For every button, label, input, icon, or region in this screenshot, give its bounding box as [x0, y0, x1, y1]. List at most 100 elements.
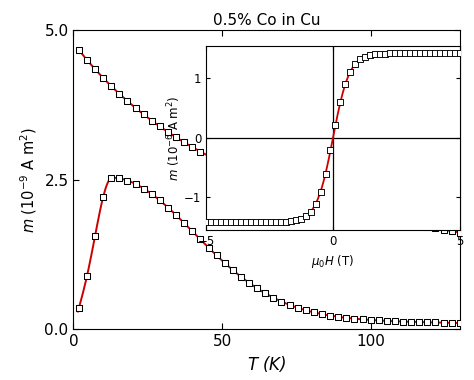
Point: [83, 57, 91, 63]
Point: [253, 285, 261, 291]
X-axis label: $\mu_0 H$ (T): $\mu_0 H$ (T): [311, 253, 355, 270]
Point: [432, 225, 439, 231]
Point: [334, 314, 342, 320]
Point: [407, 220, 415, 226]
Point: [411, 50, 419, 56]
Point: [421, 50, 429, 56]
Title: 0.5% Co in Cu: 0.5% Co in Cu: [213, 13, 320, 28]
Point: [343, 205, 350, 211]
Point: [359, 209, 366, 215]
Point: [207, 219, 215, 225]
Point: [302, 307, 310, 313]
Point: [164, 129, 172, 135]
Point: [302, 213, 310, 219]
Point: [441, 50, 449, 56]
Point: [346, 68, 354, 74]
Point: [270, 182, 277, 188]
Point: [322, 171, 329, 177]
Point: [294, 190, 301, 196]
Point: [334, 203, 342, 209]
Point: [252, 219, 260, 225]
Point: [382, 51, 389, 57]
Point: [232, 219, 240, 225]
Point: [343, 315, 350, 321]
Point: [351, 316, 358, 322]
Point: [286, 302, 293, 308]
Point: [222, 219, 230, 225]
Point: [312, 201, 319, 207]
Point: [383, 318, 391, 324]
Point: [100, 75, 107, 81]
Point: [156, 124, 164, 130]
Point: [426, 50, 434, 56]
Point: [212, 219, 220, 225]
Point: [366, 52, 374, 58]
Point: [367, 317, 374, 323]
Point: [367, 211, 374, 217]
Point: [415, 319, 423, 325]
X-axis label: $T$ (K): $T$ (K): [247, 354, 286, 374]
Point: [392, 51, 399, 57]
Point: [277, 219, 284, 225]
Point: [310, 309, 318, 315]
Point: [229, 165, 237, 171]
Y-axis label: $m$ (10$^{-6}$ A m$^2$): $m$ (10$^{-6}$ A m$^2$): [165, 95, 182, 180]
Point: [257, 219, 264, 225]
Point: [292, 217, 300, 223]
Point: [375, 317, 383, 323]
Point: [352, 61, 359, 67]
Point: [342, 81, 349, 87]
Point: [189, 228, 196, 234]
Point: [448, 228, 456, 234]
Point: [267, 219, 274, 225]
Point: [436, 50, 444, 56]
Point: [124, 177, 131, 184]
Point: [372, 51, 379, 57]
Point: [140, 185, 147, 192]
Point: [197, 149, 204, 155]
Point: [116, 175, 123, 181]
Point: [446, 50, 454, 56]
Point: [172, 134, 180, 140]
Point: [375, 213, 383, 219]
Point: [262, 179, 269, 185]
Point: [247, 219, 255, 225]
Point: [156, 197, 164, 203]
Point: [318, 311, 326, 317]
Point: [386, 51, 394, 57]
Point: [124, 98, 131, 104]
Point: [181, 220, 188, 226]
Point: [302, 193, 310, 199]
Point: [456, 230, 464, 236]
Point: [270, 294, 277, 301]
Point: [253, 175, 261, 181]
Point: [189, 144, 196, 150]
Point: [213, 252, 220, 258]
Point: [217, 219, 225, 225]
Point: [399, 318, 407, 325]
Point: [272, 219, 280, 225]
Point: [140, 111, 147, 117]
Point: [431, 50, 439, 56]
Point: [262, 290, 269, 296]
Point: [456, 320, 464, 326]
Point: [391, 318, 399, 324]
Point: [75, 305, 82, 311]
Point: [356, 56, 364, 62]
Point: [376, 51, 384, 57]
Point: [221, 260, 228, 266]
Point: [91, 66, 99, 72]
Point: [278, 185, 285, 191]
Point: [456, 50, 464, 56]
Point: [132, 181, 139, 187]
Point: [245, 280, 253, 286]
Point: [213, 157, 220, 163]
Point: [237, 274, 245, 280]
Point: [229, 267, 237, 273]
Point: [148, 191, 155, 197]
Point: [294, 305, 301, 311]
Point: [202, 219, 210, 225]
Point: [172, 212, 180, 218]
Point: [197, 236, 204, 242]
Point: [327, 147, 334, 154]
